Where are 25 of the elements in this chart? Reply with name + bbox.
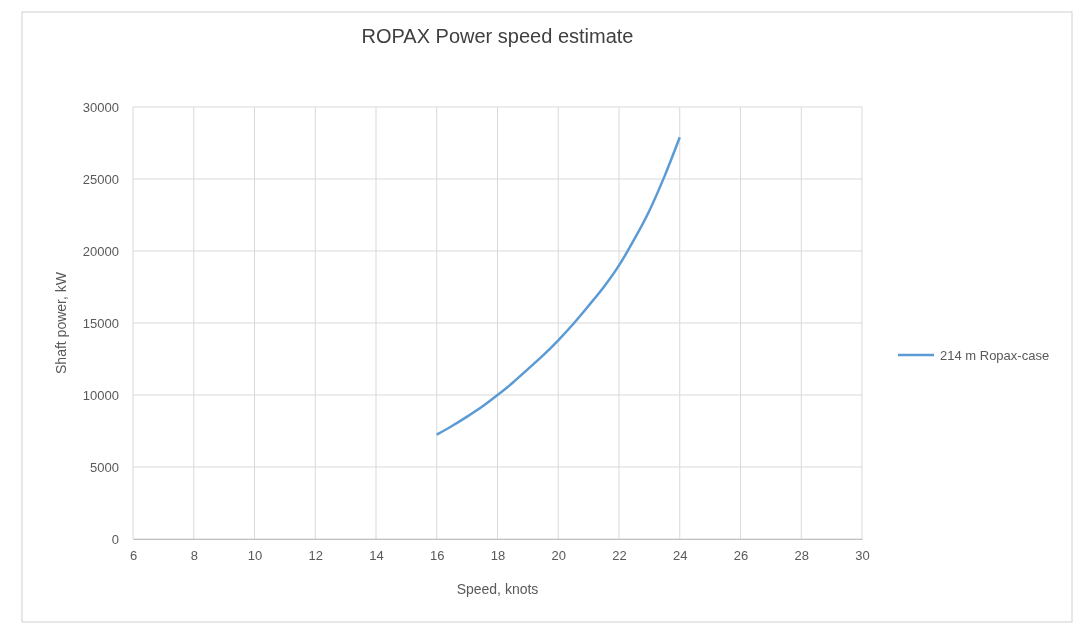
x-tick-label: 30 xyxy=(855,548,870,564)
x-tick-label: 8 xyxy=(190,548,198,564)
x-tick-label: 28 xyxy=(794,548,809,564)
x-tick-label: 24 xyxy=(673,548,688,564)
x-tick-label: 14 xyxy=(369,548,384,564)
x-axis-title: Speed, knots xyxy=(456,581,539,597)
x-tick-label: 20 xyxy=(551,548,566,564)
y-tick-label: 15000 xyxy=(82,315,119,331)
x-tick-label: 6 xyxy=(129,548,138,564)
x-tick-label: 26 xyxy=(733,548,749,564)
y-tick-label: 25000 xyxy=(82,171,119,187)
x-tick-label: 16 xyxy=(430,548,445,564)
legend-label: 214 m Ropax-case xyxy=(940,347,1050,363)
x-tick-label: 18 xyxy=(490,548,506,564)
x-tick-label: 22 xyxy=(612,548,627,564)
x-tick-label: 12 xyxy=(308,548,323,564)
chart-title: ROPAX Power speed estimate xyxy=(361,25,634,47)
line-series xyxy=(435,135,681,436)
y-tick-label: 5000 xyxy=(90,459,119,475)
y-tick-label: 0 xyxy=(111,531,119,547)
y-tick-label: 30000 xyxy=(82,99,119,115)
y-tick-label: 20000 xyxy=(82,243,119,259)
y-tick-label: 10000 xyxy=(82,387,119,403)
x-tick-label: 10 xyxy=(247,548,263,564)
y-axis-title: Shaft power, kW xyxy=(53,271,69,374)
